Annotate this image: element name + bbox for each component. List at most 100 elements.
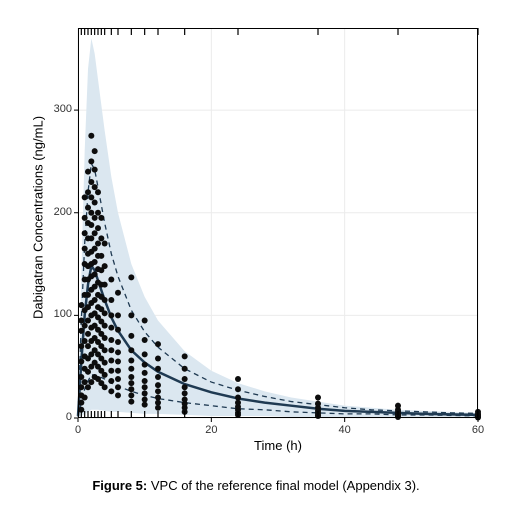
data-point xyxy=(142,362,148,368)
data-point xyxy=(85,292,91,298)
data-point xyxy=(155,405,161,411)
data-point xyxy=(102,384,108,390)
data-point xyxy=(102,372,108,378)
data-point xyxy=(82,379,88,385)
data-point xyxy=(142,370,148,376)
data-point xyxy=(78,359,84,365)
data-point xyxy=(128,374,134,380)
x-tick-label: 60 xyxy=(468,424,488,436)
data-point xyxy=(108,297,114,303)
data-point xyxy=(142,390,148,396)
data-point xyxy=(92,297,98,303)
figure-container: { "chart": { "type": "vpc-plot", "xlabel… xyxy=(0,0,512,512)
data-point xyxy=(95,225,101,231)
data-point xyxy=(115,392,121,398)
x-tick-label: 0 xyxy=(68,424,88,436)
data-point xyxy=(108,378,114,384)
y-tick-label: 300 xyxy=(44,103,72,115)
data-point xyxy=(82,215,88,221)
data-point xyxy=(128,358,134,364)
data-point xyxy=(82,338,88,344)
data-point xyxy=(78,343,84,349)
data-point xyxy=(78,384,84,390)
data-point xyxy=(182,353,188,359)
data-point xyxy=(78,302,84,308)
data-point xyxy=(78,374,84,380)
data-point xyxy=(128,392,134,398)
data-point xyxy=(182,376,188,382)
data-point xyxy=(142,397,148,403)
data-point xyxy=(115,312,121,318)
data-point xyxy=(92,230,98,236)
data-point xyxy=(108,312,114,318)
figure-caption: Figure 5: VPC of the reference final mod… xyxy=(0,478,512,493)
data-point xyxy=(155,374,161,380)
caption-prefix: Figure 5: xyxy=(92,478,147,493)
data-point xyxy=(88,133,94,139)
data-point xyxy=(128,399,134,405)
data-point xyxy=(142,337,148,343)
data-point xyxy=(102,310,108,316)
data-point xyxy=(88,222,94,228)
data-point xyxy=(108,337,114,343)
data-point xyxy=(102,297,108,303)
data-point xyxy=(85,369,91,375)
data-point xyxy=(142,402,148,408)
data-point xyxy=(108,325,114,331)
data-point xyxy=(235,376,241,382)
y-tick-label: 200 xyxy=(44,206,72,218)
data-point xyxy=(235,386,241,392)
data-point xyxy=(85,384,91,390)
data-point xyxy=(98,215,104,221)
data-point xyxy=(108,347,114,353)
data-point xyxy=(108,276,114,282)
data-point xyxy=(92,246,98,252)
data-point xyxy=(92,215,98,221)
data-point xyxy=(115,384,121,390)
data-point xyxy=(115,327,121,333)
data-point xyxy=(142,351,148,357)
data-point xyxy=(92,199,98,205)
data-point xyxy=(92,271,98,277)
data-point xyxy=(128,312,134,318)
data-point xyxy=(95,241,101,247)
data-point xyxy=(98,253,104,259)
data-point xyxy=(115,368,121,374)
data-point xyxy=(155,366,161,372)
data-point xyxy=(95,189,101,195)
data-point xyxy=(78,318,84,324)
data-point xyxy=(102,282,108,288)
data-point xyxy=(102,241,108,247)
data-point xyxy=(315,401,321,407)
data-point xyxy=(102,263,108,269)
data-point xyxy=(128,274,134,280)
data-point xyxy=(85,205,91,211)
data-point xyxy=(88,210,94,216)
data-point xyxy=(82,246,88,252)
data-point xyxy=(85,318,91,324)
y-tick-label: 100 xyxy=(44,308,72,320)
data-point xyxy=(92,167,98,173)
data-point xyxy=(128,366,134,372)
data-point xyxy=(88,179,94,185)
data-point xyxy=(182,390,188,396)
data-point xyxy=(88,235,94,241)
x-tick-label: 40 xyxy=(335,424,355,436)
caption-text: VPC of the reference final model (Append… xyxy=(147,478,419,493)
data-point xyxy=(115,376,121,382)
data-point xyxy=(82,323,88,329)
y-tick-label: 0 xyxy=(44,411,72,423)
data-point xyxy=(78,328,84,334)
data-point xyxy=(88,379,94,385)
data-point xyxy=(128,333,134,339)
data-point xyxy=(115,290,121,296)
data-point xyxy=(95,210,101,216)
data-point xyxy=(182,366,188,372)
data-point xyxy=(155,394,161,400)
data-point xyxy=(142,384,148,390)
data-point xyxy=(128,347,134,353)
data-point xyxy=(182,397,188,403)
data-point xyxy=(102,360,108,366)
data-point xyxy=(88,158,94,164)
x-axis-label: Time (h) xyxy=(78,438,478,453)
